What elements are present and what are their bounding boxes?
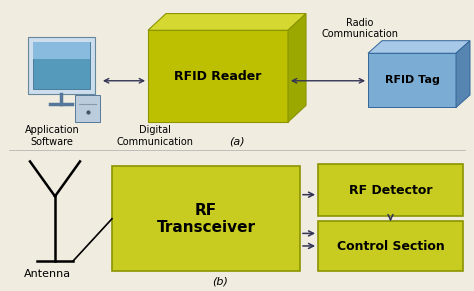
Text: Application
Software: Application Software — [25, 125, 79, 147]
Polygon shape — [148, 14, 306, 30]
Bar — [112, 166, 300, 271]
Text: RFID Reader: RFID Reader — [174, 70, 262, 83]
Text: Radio
Communication: Radio Communication — [321, 18, 399, 39]
Polygon shape — [456, 41, 470, 107]
Text: Digital
Communication: Digital Communication — [117, 125, 193, 147]
Bar — [318, 164, 463, 216]
Text: RF Detector: RF Detector — [349, 184, 432, 197]
Polygon shape — [148, 30, 288, 122]
Text: RF
Transceiver: RF Transceiver — [156, 203, 255, 235]
Text: RFID Tag: RFID Tag — [384, 75, 439, 85]
Text: Antenna: Antenna — [23, 269, 71, 279]
Text: Control Section: Control Section — [337, 240, 444, 253]
Polygon shape — [288, 14, 306, 122]
Polygon shape — [75, 95, 100, 122]
Text: (a): (a) — [229, 136, 245, 146]
Text: (b): (b) — [212, 276, 228, 286]
Polygon shape — [368, 53, 456, 107]
Polygon shape — [33, 42, 90, 89]
Polygon shape — [28, 37, 95, 94]
Polygon shape — [368, 41, 470, 53]
Bar — [318, 221, 463, 271]
Polygon shape — [33, 42, 90, 59]
